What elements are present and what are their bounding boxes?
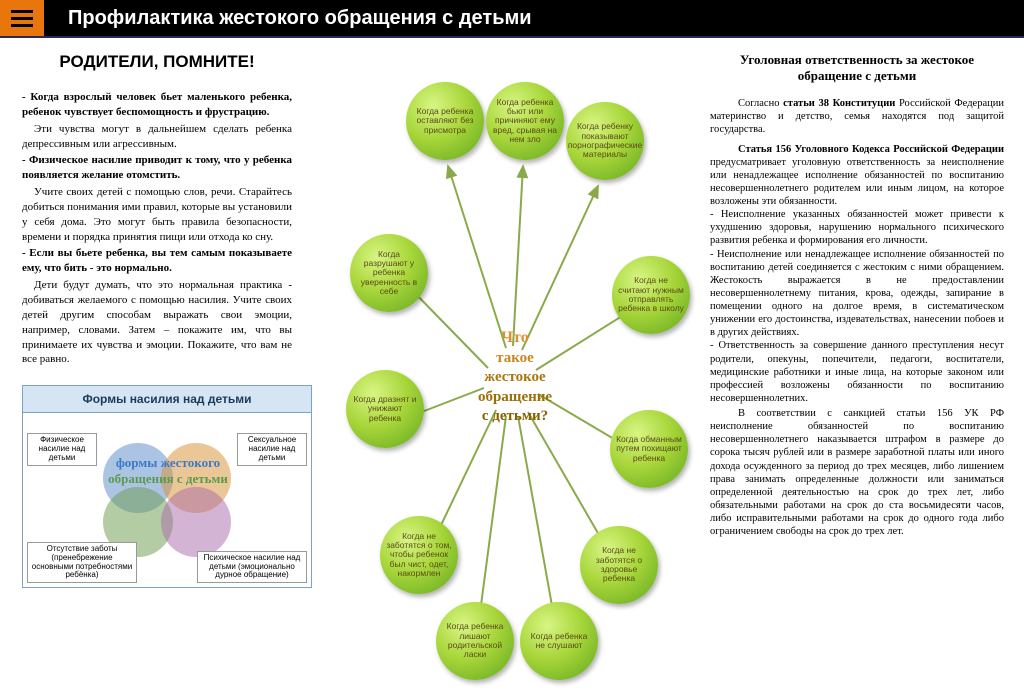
center-l4: обращение bbox=[450, 388, 580, 408]
right-p4: - Неисполнение или ненадлежащее исполнен… bbox=[710, 248, 1004, 340]
left-p4: Учите своих детей с помощью слов, речи. … bbox=[22, 185, 292, 244]
right-p5: - Ответственность за совершение данного … bbox=[710, 339, 1004, 405]
center-l3: жестокое bbox=[450, 368, 580, 388]
forms-center-2: обращения с детьми bbox=[98, 471, 238, 487]
bubble-1: Когда ребенка бьют или причиняют ему вре… bbox=[486, 82, 564, 160]
bubble-4: Когда не считают нужным отправлять ребен… bbox=[612, 256, 690, 334]
r-p2a: Статья 156 Уголовного Кодекса Российской… bbox=[738, 144, 1004, 155]
right-p2: Статья 156 Уголовного Кодекса Российской… bbox=[710, 143, 1004, 209]
right-p3: - Неисполнение указанных обязанностей мо… bbox=[710, 208, 1004, 247]
bubble-2: Когда ребенку показывают порнографически… bbox=[566, 102, 644, 180]
forms-tr: Сексуальное насилие над детьми bbox=[237, 433, 307, 465]
forms-box: Формы насилия над детьми формы жестокого… bbox=[22, 385, 312, 588]
forms-center: формы жестокого обращения с детьми bbox=[98, 455, 238, 545]
forms-bl: Отсутствие заботы (пренебрежение основны… bbox=[27, 542, 137, 583]
left-p2: Эти чувства могут в дальнейшем сделать р… bbox=[22, 122, 292, 152]
center-l2: такое bbox=[450, 349, 580, 369]
right-column: Уголовная ответственность за жестокое об… bbox=[704, 38, 1024, 693]
r-p2b: предусматривает уголовную ответственност… bbox=[710, 157, 1004, 207]
page-title: Профилактика жестокого обращения с детьм… bbox=[68, 7, 532, 30]
forms-diagram: формы жестокого обращения с детьми Физич… bbox=[23, 413, 311, 587]
bubble-3: Когда разрушают у ребенка уверенность в … bbox=[350, 234, 428, 312]
menu-icon[interactable] bbox=[0, 0, 44, 36]
bubble-7: Когда не заботятся о том, чтобы ребенок … bbox=[380, 516, 458, 594]
forms-title: Формы насилия над детьми bbox=[23, 386, 311, 413]
left-column: РОДИТЕЛИ, ПОМНИТЕ! - Когда взрослый чело… bbox=[0, 38, 310, 693]
content: РОДИТЕЛИ, ПОМНИТЕ! - Когда взрослый чело… bbox=[0, 38, 1024, 693]
middle-column: Когда ребенка оставляют без присмотраКог… bbox=[310, 38, 704, 693]
left-p3: - Физическое насилие приводит к тому, чт… bbox=[22, 153, 292, 183]
left-heading: РОДИТЕЛИ, ПОМНИТЕ! bbox=[22, 52, 292, 72]
bubble-10: Когда ребенка не слушают bbox=[520, 602, 598, 680]
right-p1: Согласно статьи 38 Конституции Российско… bbox=[710, 97, 1004, 136]
r-p1b: статьи 38 Конституции bbox=[783, 98, 895, 109]
center-text: Что такое жестокое обращение с детьми? bbox=[450, 328, 580, 427]
forms-tl: Физическое насилие над детьми bbox=[27, 433, 97, 465]
forms-br: Психическое насилие над детьми (эмоциона… bbox=[197, 551, 307, 583]
left-p6: Дети будут думать, что это нормальная пр… bbox=[22, 278, 292, 367]
bubble-0: Когда ребенка оставляют без присмотра bbox=[406, 82, 484, 160]
center-l1: Что bbox=[450, 328, 580, 349]
right-p6: В соответствии с санкцией статьи 156 УК … bbox=[710, 407, 1004, 538]
bubble-6: Когда обманным путем похищают ребенка bbox=[610, 410, 688, 488]
bubble-5: Когда дразнят и унижают ребенка bbox=[346, 370, 424, 448]
header: Профилактика жестокого обращения с детьм… bbox=[0, 0, 1024, 36]
bubble-8: Когда не заботятся о здоровье ребенка bbox=[580, 526, 658, 604]
bubble-9: Когда ребенка лишают родительской ласки bbox=[436, 602, 514, 680]
left-p5: - Если вы бьете ребенка, вы тем самым по… bbox=[22, 246, 292, 276]
r-p1a: Согласно bbox=[738, 98, 783, 109]
right-heading: Уголовная ответственность за жестокое об… bbox=[710, 52, 1004, 83]
center-l5: с детьми? bbox=[450, 407, 580, 427]
forms-center-1: формы жестокого bbox=[98, 455, 238, 471]
left-p1: - Когда взрослый человек бьет маленького… bbox=[22, 90, 292, 120]
